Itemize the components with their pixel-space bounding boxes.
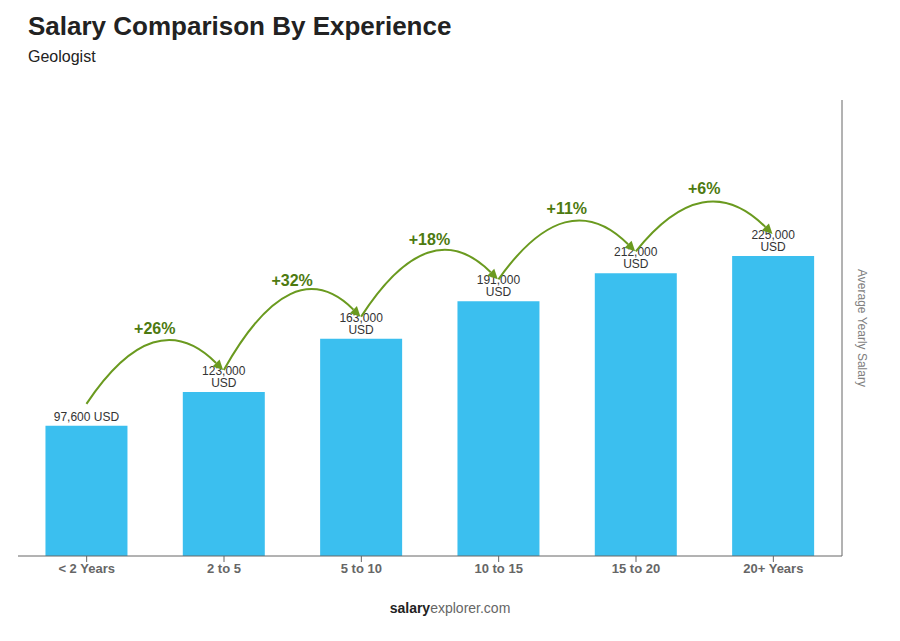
svg-text:10 to 15: 10 to 15 — [474, 561, 522, 576]
svg-text:2 to 5: 2 to 5 — [207, 561, 241, 576]
svg-text:Average Yearly Salary: Average Yearly Salary — [855, 269, 869, 387]
svg-text:20+ Years: 20+ Years — [743, 561, 803, 576]
svg-text:+6%: +6% — [688, 180, 720, 197]
svg-text:163,000USD: 163,000USD — [339, 311, 383, 337]
svg-text:+18%: +18% — [409, 231, 450, 248]
svg-text:97,600 USD: 97,600 USD — [54, 410, 120, 424]
svg-text:5 to 10: 5 to 10 — [341, 561, 382, 576]
html-text:salary explorer.com: salary explorer.com — [389, 600, 511, 616]
svg-text:225,000USD: 225,000USD — [751, 228, 795, 254]
svg-text:212,000USD: 212,000USD — [614, 245, 658, 271]
html-text:USD: USD — [211, 376, 237, 390]
html-text:Geologist: Geologist — [28, 48, 96, 65]
svg-text:+11%: +11% — [547, 200, 587, 217]
svg-text:15 to 20: 15 to 20 — [612, 561, 660, 576]
html-text:Salary Comparison By Experienc: Salary Comparison By Experience — [28, 11, 452, 41]
svg-text:+26%: +26% — [134, 320, 175, 337]
svg-text:< 2 Years: < 2 Years — [58, 561, 115, 576]
html-text:123,000: 123,000 — [202, 364, 246, 378]
svg-text:+32%: +32% — [271, 272, 312, 289]
svg-text:191,000USD: 191,000USD — [477, 273, 521, 299]
